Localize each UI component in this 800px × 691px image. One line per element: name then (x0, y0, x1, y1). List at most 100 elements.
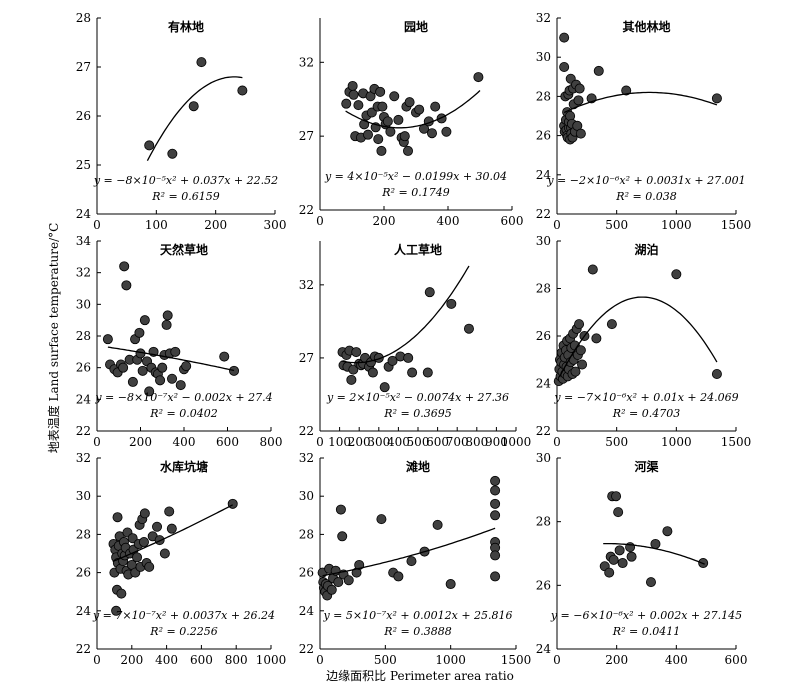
x-tick-label: 800 (225, 653, 248, 667)
y-tick-label: 27 (76, 60, 91, 74)
scatter-point (155, 375, 166, 386)
y-tick-label: 32 (299, 55, 314, 69)
y-tick-label: 24 (76, 392, 92, 406)
scatter-point (119, 261, 130, 272)
x-tick-label: 800 (260, 435, 283, 449)
y-tick-label: 32 (299, 278, 314, 292)
y-tick-label: 26 (536, 329, 551, 343)
scatter-point (333, 577, 344, 588)
y-tick-label: 30 (536, 451, 551, 465)
y-tick-label: 27 (299, 351, 314, 365)
scatter-point (112, 512, 123, 523)
scatter-point (139, 508, 150, 519)
chart-panel: 22 24 26 28 30 0 500 1000 1500 湖泊 y = −7×10⁻⁶x² + … (536, 234, 752, 449)
y-tick-label: 24 (536, 168, 552, 182)
scatter-point (373, 134, 384, 145)
regression-equation: y = −7×10⁻⁶x² + 0.01x + 24.069 (553, 391, 738, 404)
scatter-point (393, 571, 404, 582)
scatter-point (441, 126, 452, 137)
scatter-point (650, 538, 661, 549)
scatter-point (118, 362, 129, 373)
scatter-point (326, 584, 337, 595)
regression-equation: y = 7×10⁻⁷x² + 0.0037x + 26.24 (92, 609, 275, 622)
x-tick-label: 200 (348, 435, 371, 449)
scatter-point (188, 101, 199, 112)
y-tick-label: 22 (76, 424, 91, 438)
fit-curve (341, 265, 470, 364)
scatter-point (426, 128, 437, 139)
scatter-point (162, 310, 173, 321)
x-tick-label: 200 (605, 653, 628, 667)
y-tick-label: 25 (76, 158, 91, 172)
x-tick-label: 200 (204, 218, 227, 232)
scatter-point (375, 86, 386, 97)
scatter-point (157, 362, 168, 373)
scatter-point (167, 373, 178, 384)
y-tick-label: 32 (76, 266, 91, 280)
regression-equation: y = 5×10⁻⁷x² + 0.0012x + 25.816 (322, 609, 512, 622)
scatter-point (346, 374, 357, 385)
scatter-point (170, 346, 181, 357)
scatter-point (574, 83, 585, 94)
regression-equation: y = 4×10⁻⁵x² − 0.0199x + 30.04 (324, 170, 507, 183)
chart-panel: 24 26 28 30 0 200 400 600 河渠 y = −6×10⁻⁶x² + 0.00… (536, 451, 748, 667)
scatter-point (490, 485, 501, 496)
scatter-point (490, 475, 501, 486)
fit-curve (558, 296, 718, 378)
scatter-point (490, 550, 501, 561)
y-tick-label: 22 (299, 642, 314, 656)
scatter-point (577, 359, 588, 370)
scatter-point (166, 523, 177, 534)
x-tick-label: 700 (446, 435, 469, 449)
x-tick-label: 100 (145, 218, 168, 232)
x-tick-label: 0 (93, 218, 101, 232)
y-tick-label: 26 (536, 578, 551, 592)
scatter-point (473, 72, 484, 83)
y-tick-label: 28 (76, 11, 91, 25)
scatter-point (144, 561, 155, 572)
y-tick-label: 22 (536, 424, 551, 438)
scatter-point (367, 367, 378, 378)
x-tick-label: 0 (316, 214, 324, 228)
x-tick-label: 0 (93, 653, 101, 667)
y-tick-label: 30 (76, 489, 91, 503)
x-tick-label: 0 (553, 653, 561, 667)
scatter-point (614, 545, 625, 556)
scatter-point (373, 352, 384, 363)
x-tick-label: 500 (374, 653, 397, 667)
scatter-point (446, 298, 457, 309)
y-tick-label: 24 (76, 604, 92, 618)
x-tick-label: 1000 (501, 435, 532, 449)
chart-panel: 24 25 26 27 28 0 100 200 300 有林地 y = −8×10⁻⁵x² + 0… (76, 11, 287, 232)
panel-title: 其他林地 (622, 19, 670, 34)
scatter-point (432, 519, 443, 530)
global-x-axis-label: 边缘面积比 Perimeter area ratio (326, 669, 514, 683)
x-tick-label: 0 (553, 435, 561, 449)
scatter-point (604, 567, 615, 578)
scatter-point (175, 380, 186, 391)
panel-title: 水库坑塘 (160, 459, 208, 474)
r-squared-label: R² = 0.0411 (612, 625, 680, 638)
x-tick-label: 400 (173, 435, 196, 449)
x-tick-label: 1000 (256, 653, 287, 667)
y-tick-label: 24 (536, 642, 552, 656)
scatter-point (593, 65, 604, 76)
scatter-point (353, 100, 364, 111)
panel-title: 天然草地 (160, 242, 208, 257)
scatter-point (662, 526, 673, 537)
scatter-point (102, 334, 113, 345)
panel-title: 人工草地 (394, 242, 442, 257)
scatter-point (445, 579, 456, 590)
x-tick-label: 1000 (661, 435, 692, 449)
r-squared-label: R² = 0.4703 (612, 407, 680, 420)
y-tick-label: 24 (536, 377, 552, 391)
scatter-point (430, 101, 441, 112)
r-squared-label: R² = 0.3888 (383, 625, 451, 638)
x-tick-label: 600 (190, 653, 213, 667)
regression-equation: y = 2×10⁻⁵x² − 0.0074x + 27.36 (326, 391, 509, 404)
x-tick-label: 300 (367, 435, 390, 449)
scatter-point (559, 62, 570, 73)
scatter-point (387, 355, 398, 366)
